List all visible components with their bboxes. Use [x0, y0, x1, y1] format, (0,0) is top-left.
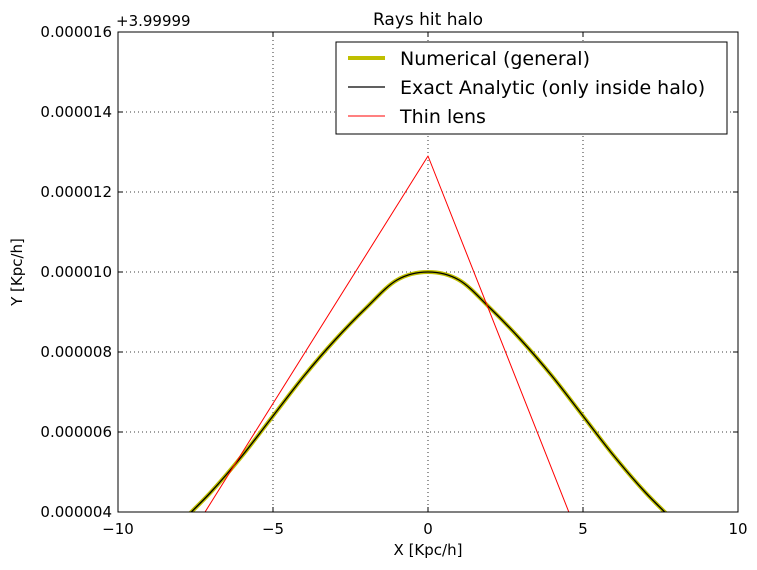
y-tick-label: 0.000004 [40, 503, 112, 521]
series-layer [188, 155, 668, 512]
x-axis-label: X [Kpc/h] [394, 541, 463, 559]
y-tick-label: 0.000014 [40, 103, 112, 121]
x-tick-label: −10 [102, 520, 134, 538]
series-line-analytic [190, 271, 666, 512]
series-line-thin-lens [204, 155, 570, 512]
y-tick-label: 0.000008 [40, 343, 112, 361]
legend-label-thin-lens: Thin lens [399, 106, 486, 128]
legend-frame [335, 41, 728, 135]
legend: Numerical (general) Exact Analytic (only… [335, 41, 728, 135]
x-tick-label: 5 [578, 520, 588, 538]
y-axis-label: Y [Kpc/h] [8, 238, 26, 307]
y-tick-label: 0.000010 [40, 263, 112, 281]
x-tick-label: 0 [423, 520, 433, 538]
y-offset-label: +3.99999 [116, 12, 191, 30]
y-tick-label: 0.000012 [40, 183, 112, 201]
ticks: −10 −5 0 5 10 0.000004 0.000006 0.000008 0.00001… [40, 23, 747, 538]
x-tick-label: −5 [262, 520, 284, 538]
x-tick-label: 10 [728, 520, 747, 538]
y-tick-label: 0.000016 [40, 23, 112, 41]
chart-title: Rays hit halo [373, 10, 483, 30]
legend-label-numerical: Numerical (general) [400, 48, 590, 70]
legend-label-analytic: Exact Analytic (only inside halo) [400, 77, 705, 99]
y-tick-label: 0.000006 [40, 423, 112, 441]
